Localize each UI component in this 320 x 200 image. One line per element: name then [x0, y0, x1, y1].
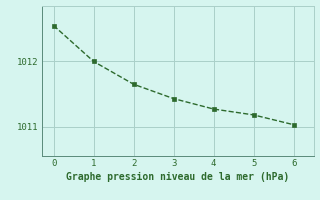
- X-axis label: Graphe pression niveau de la mer (hPa): Graphe pression niveau de la mer (hPa): [66, 172, 289, 182]
